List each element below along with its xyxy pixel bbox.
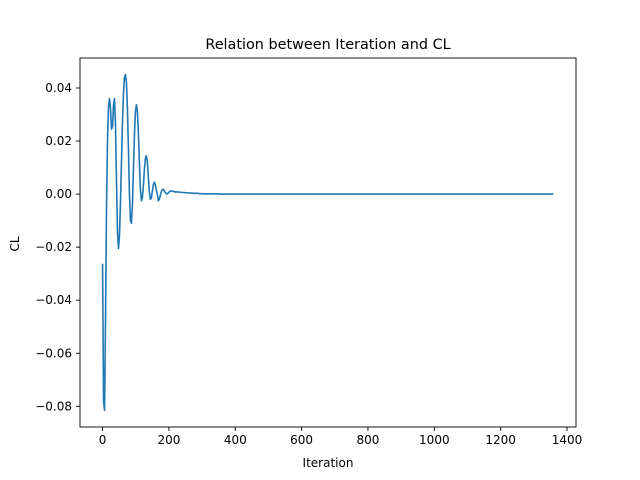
y-tick-label: 0.04 [45, 81, 72, 95]
x-tick-label: 1400 [552, 433, 583, 447]
axes-frame [79, 57, 577, 428]
x-tick-label: 1000 [419, 433, 450, 447]
y-tick-label: −0.08 [35, 399, 72, 413]
y-tick-label: 0.02 [45, 134, 72, 148]
x-tick-label: 800 [357, 433, 380, 447]
x-tick-label: 600 [290, 433, 313, 447]
plot-area [101, 73, 554, 412]
x-tick-label: 200 [157, 433, 180, 447]
chart-title: Relation between Iteration and CL [205, 37, 450, 53]
x-tick-label: 0 [99, 433, 107, 447]
y-tick-label: −0.06 [35, 346, 72, 360]
x-tick-label: 1200 [485, 433, 516, 447]
series-line-1 [101, 73, 554, 412]
y-tick-label: −0.04 [35, 293, 72, 307]
y-axis-label: CL [8, 236, 22, 251]
x-axis-label: Iteration [303, 456, 354, 470]
y-tick-label: −0.02 [35, 240, 72, 254]
y-tick-label: 0.00 [45, 187, 72, 201]
axes: 0 200 400 600 800 1000 1200 1400 0.04 0.02 0.00 −0.… [35, 57, 583, 447]
x-tick-label: 400 [224, 433, 247, 447]
